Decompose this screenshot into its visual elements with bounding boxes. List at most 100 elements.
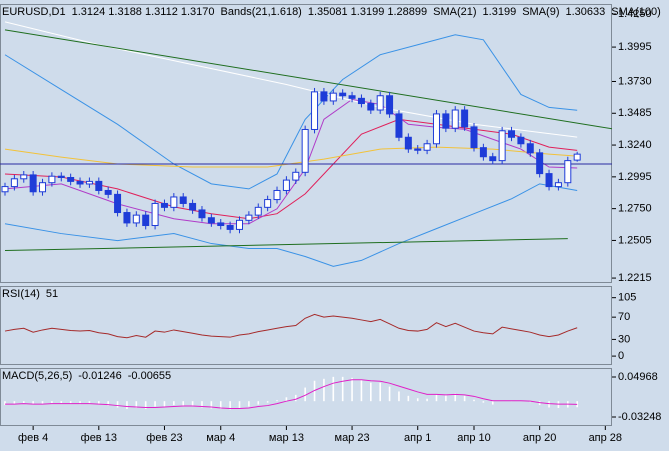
y-tick-label: 1.2995 xyxy=(618,171,652,183)
candle-body xyxy=(526,143,534,154)
indicator-line xyxy=(4,183,578,267)
x-tick-label: апр 28 xyxy=(589,432,622,444)
x-tick-label: фев 4 xyxy=(18,432,48,444)
candle-body xyxy=(339,92,347,97)
candle-body xyxy=(245,214,253,221)
candle-body xyxy=(386,95,394,115)
panel-plot xyxy=(0,21,612,267)
candle-body xyxy=(20,174,28,180)
candle-body xyxy=(564,160,572,184)
header-label: -0.00655 xyxy=(128,370,171,382)
candle-body xyxy=(414,148,422,151)
candle-body xyxy=(236,219,243,230)
candle-body xyxy=(320,91,328,102)
candle-body xyxy=(57,175,65,178)
y-tick-label: 1.4250 xyxy=(618,8,652,20)
candle-body xyxy=(226,225,234,230)
candle-body xyxy=(123,212,131,224)
candle-body xyxy=(498,130,506,162)
signal-line xyxy=(5,379,578,409)
candle-body xyxy=(508,130,516,138)
candle-body xyxy=(461,109,469,128)
header-label: EURUSD,D1 xyxy=(2,6,66,18)
candle-body xyxy=(367,103,375,111)
x-tick-label: мар 4 xyxy=(206,432,235,444)
candle-body xyxy=(114,193,122,214)
header-label: 1.3199 xyxy=(483,6,517,18)
candle-body xyxy=(132,214,140,224)
candle-body xyxy=(423,143,431,151)
panel xyxy=(0,286,612,365)
candle-body xyxy=(39,182,47,193)
x-tick-label: фев 23 xyxy=(146,432,182,444)
header-label: SMA(100) xyxy=(611,6,661,18)
candle-body xyxy=(282,179,290,191)
candle-body xyxy=(85,180,93,185)
panel xyxy=(0,368,612,426)
candle-body xyxy=(217,222,225,227)
candle-body xyxy=(254,206,262,216)
candle-body xyxy=(76,180,84,185)
header-label: 1.30633 xyxy=(565,6,605,18)
candle-body xyxy=(329,92,337,102)
candle-body xyxy=(151,202,159,227)
candle-body xyxy=(376,95,384,111)
trend-line xyxy=(4,29,612,130)
y-tick-label: 1.2750 xyxy=(618,203,652,215)
candle-body xyxy=(292,171,300,181)
rsi-line xyxy=(4,313,578,339)
indicator-line xyxy=(4,146,578,168)
header-label: Bands(21,1.618) xyxy=(221,6,302,18)
candle-body xyxy=(301,128,309,173)
candle-body xyxy=(179,196,187,204)
y-tick-label: 0.04968 xyxy=(618,371,658,383)
header-label: 1.35081 1.3199 1.28899 xyxy=(308,6,427,18)
candle-body xyxy=(395,113,403,138)
indicator-line xyxy=(4,98,578,225)
candle-body xyxy=(198,209,206,219)
candle-body xyxy=(357,97,365,105)
y-tick-label: 105 xyxy=(618,292,636,304)
candle-body xyxy=(432,113,440,145)
trend-line xyxy=(4,238,568,252)
y-tick-label: 30 xyxy=(618,333,630,345)
panel-plot xyxy=(4,313,578,339)
y-tick-label: 1.2505 xyxy=(618,234,652,246)
candle-body xyxy=(273,189,281,201)
candle-body xyxy=(451,109,459,129)
x-tick-label: мар 13 xyxy=(269,432,304,444)
candle-body xyxy=(29,174,37,193)
candle-body xyxy=(207,217,215,224)
y-tick-label: 0 xyxy=(618,350,624,362)
candle-body xyxy=(554,182,562,188)
candle-body xyxy=(189,202,197,211)
candle-body xyxy=(95,180,103,191)
candle-body xyxy=(160,202,168,208)
candle-body xyxy=(10,178,18,188)
candle-body xyxy=(479,147,487,158)
candle-body xyxy=(470,126,478,149)
candle-body xyxy=(536,152,544,175)
candle-body xyxy=(348,95,356,99)
candle-body xyxy=(489,156,497,162)
candle-body xyxy=(442,113,450,129)
header-label: 51 xyxy=(46,288,58,300)
y-tick-label: 1.3995 xyxy=(618,41,652,53)
candle-body xyxy=(142,214,150,227)
candle-body xyxy=(170,196,178,208)
header-label: SMA(9) xyxy=(522,6,559,18)
x-tick-label: апр 10 xyxy=(457,432,490,444)
candle-body xyxy=(1,186,9,193)
x-tick-label: апр 20 xyxy=(523,432,556,444)
candle-body xyxy=(404,136,412,150)
panel-plot xyxy=(4,376,578,410)
header-label: 1.3124 1.3188 1.3112 1.3170 xyxy=(72,6,215,18)
candle-body xyxy=(517,136,525,145)
candle-body xyxy=(573,153,581,161)
candle-body xyxy=(104,189,112,195)
y-tick-label: 70 xyxy=(618,311,630,323)
x-tick-label: фев 13 xyxy=(81,432,117,444)
header-label: RSI(14) xyxy=(2,288,40,300)
